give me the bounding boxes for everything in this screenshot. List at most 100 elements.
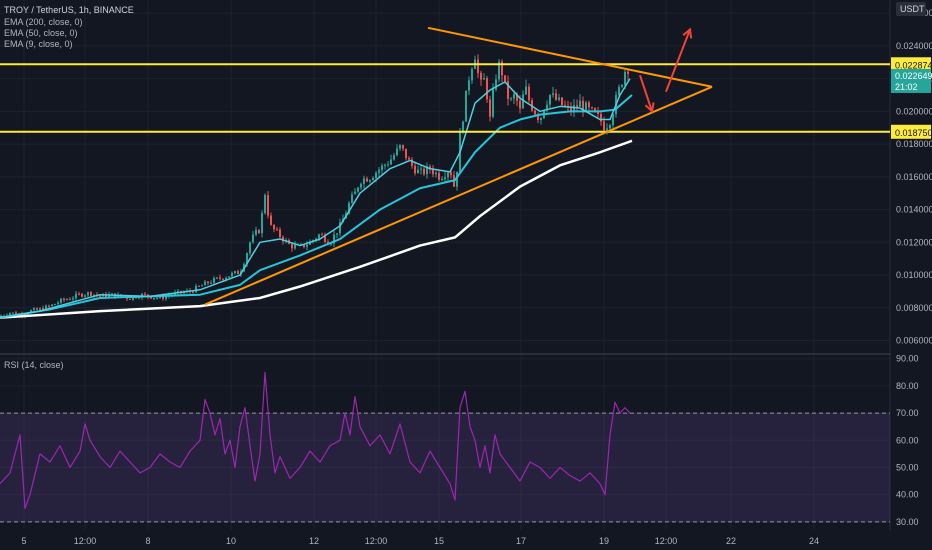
candle-body <box>264 195 266 214</box>
candle-body <box>486 78 488 100</box>
candle-body <box>333 234 335 244</box>
rsi-axis-tick-label: 90.00 <box>896 354 919 364</box>
current-price-label: 0.0226499 <box>895 71 932 81</box>
candle-body <box>279 229 281 237</box>
candle-body <box>156 297 158 299</box>
candle-body <box>255 229 257 235</box>
candle-body <box>354 191 356 195</box>
candle-body <box>273 224 275 230</box>
rsi-axis-tick-label: 60.00 <box>896 435 919 445</box>
indicator-legend-item: EMA (9, close, 0) <box>4 39 73 49</box>
candle-body <box>204 281 206 286</box>
candle-body <box>528 86 530 101</box>
candle-body <box>471 68 473 81</box>
candle-body <box>165 296 167 299</box>
indicator-legend-item: EMA (50, close, 0) <box>4 28 78 38</box>
candle-body <box>507 81 509 99</box>
candle-body <box>375 172 377 178</box>
candle-body <box>216 277 218 279</box>
time-axis-label: 12:00 <box>74 536 97 546</box>
candle-body <box>72 298 74 300</box>
candle-body <box>339 222 341 234</box>
candle-body <box>393 155 395 160</box>
candle-body <box>60 298 62 303</box>
candle-body <box>366 178 368 182</box>
candle-body <box>207 281 209 284</box>
candle-body <box>177 290 179 293</box>
candle-body <box>144 293 146 295</box>
level-price-tag <box>891 124 931 139</box>
candle-body <box>603 121 605 131</box>
candle-body <box>372 177 374 181</box>
candle-body <box>306 244 308 247</box>
candle-body <box>48 305 50 307</box>
candle-body <box>612 114 614 126</box>
candle-body <box>546 104 548 111</box>
candle-body <box>42 308 44 311</box>
candle-body <box>534 110 536 115</box>
candle-body <box>261 213 263 234</box>
candle-body <box>627 71 629 74</box>
level-price-label: 0.0187509 <box>895 128 932 138</box>
candle-body <box>513 94 515 99</box>
candle-body <box>36 308 38 310</box>
candle-body <box>516 94 518 101</box>
time-axis-label: 12 <box>309 536 319 546</box>
candle-body <box>444 177 446 179</box>
candle-body <box>597 112 599 115</box>
rsi-axis-tick-label: 30.00 <box>896 517 919 527</box>
candle-body <box>624 71 626 85</box>
candle-body <box>585 102 587 111</box>
candle-body <box>57 302 59 304</box>
candle-body <box>9 313 11 316</box>
candle-body <box>192 291 194 293</box>
candle-body <box>276 229 278 231</box>
candle-body <box>588 102 590 108</box>
candle-body <box>315 238 317 241</box>
candle-body <box>540 118 542 120</box>
candle-body <box>567 105 569 107</box>
candle-body <box>462 121 464 132</box>
candle-body <box>579 100 581 107</box>
candle-body <box>270 215 272 225</box>
projection-arrow <box>639 74 653 112</box>
candle-body <box>417 169 419 174</box>
candle-body <box>63 298 65 300</box>
candle-body <box>489 99 491 117</box>
candle-body <box>522 94 524 109</box>
time-axis-label: 15 <box>434 536 444 546</box>
currency-label: USDT <box>900 4 925 14</box>
candle-body <box>360 183 362 188</box>
candle-body <box>78 293 80 295</box>
candle-body <box>195 285 197 293</box>
candle-body <box>219 277 221 279</box>
candle-body <box>369 180 371 182</box>
candle-body <box>129 298 131 300</box>
candle-body <box>621 84 623 87</box>
candle-body <box>90 292 92 296</box>
candle-body <box>501 61 503 76</box>
candle-body <box>492 89 494 117</box>
candle-body <box>309 241 311 245</box>
candle-body <box>411 159 413 166</box>
candle-body <box>132 296 134 300</box>
candle-body <box>591 107 593 109</box>
candle-body <box>423 168 425 175</box>
price-axis-tick-label: 0.0060000 <box>896 336 932 346</box>
candle-body <box>252 234 254 243</box>
candle-body <box>39 308 41 310</box>
arrow-head <box>644 102 655 114</box>
candle-body <box>291 243 293 249</box>
time-axis-label: 12:00 <box>365 536 388 546</box>
candle-body <box>384 164 386 166</box>
candle-body <box>249 242 251 254</box>
time-axis-label: 19 <box>599 536 609 546</box>
candle-body <box>351 194 353 203</box>
